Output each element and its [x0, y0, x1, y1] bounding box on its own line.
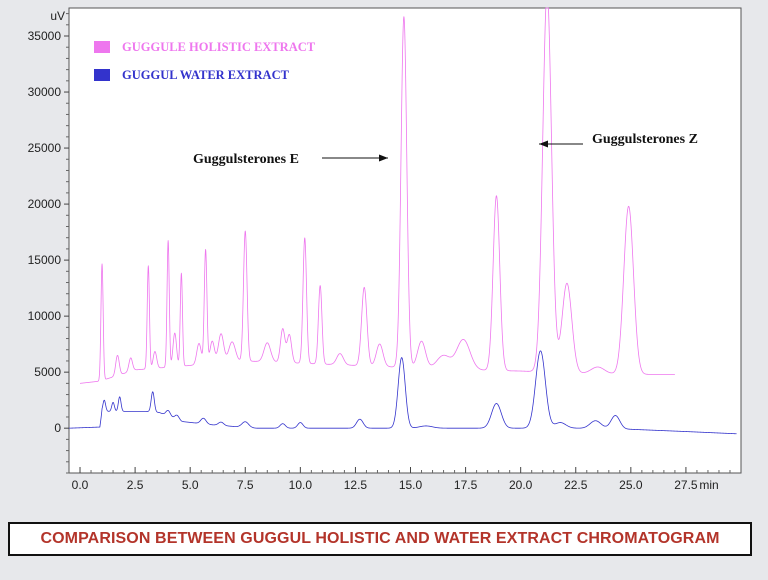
x-tick-label: 2.5	[127, 478, 144, 492]
x-tick-label: 12.5	[344, 478, 368, 492]
y-tick-label: 25000	[28, 141, 62, 155]
legend-swatch-holistic	[94, 41, 110, 53]
series-line-1	[68, 350, 737, 435]
x-tick-label: 22.5	[564, 478, 588, 492]
legend-label-water: GUGGUL WATER EXTRACT	[122, 68, 290, 82]
x-tick-label: 25.0	[619, 478, 643, 492]
y-tick-label: 35000	[28, 29, 62, 43]
x-axis-unit: min	[699, 478, 718, 492]
y-tick-label: 10000	[28, 309, 62, 323]
y-axis-unit: uV	[50, 9, 65, 23]
annotations: Guggulsterones E Guggulsterones Z	[193, 132, 698, 167]
y-tick-label: 0	[54, 421, 61, 435]
x-tick-label: 5.0	[182, 478, 199, 492]
y-tick-label: 20000	[28, 197, 62, 211]
axes: 0 5000 10000 15000 20000 25000 30000 35000 uV 0.0…	[28, 9, 731, 492]
x-tick-label: 27.5	[674, 478, 698, 492]
x-tick-label: 10.0	[289, 478, 313, 492]
caption-box: COMPARISON BETWEEN GUGGUL HOLISTIC AND W…	[8, 522, 752, 556]
annotation-label-guggulsterone-z: Guggulsterones Z	[592, 132, 698, 147]
arrow-head-right-icon	[379, 154, 388, 162]
legend-swatch-water	[94, 69, 110, 81]
x-tick-label: 20.0	[509, 478, 533, 492]
y-tick-label: 30000	[28, 85, 62, 99]
legend: GUGGULE HOLISTIC EXTRACT GUGGUL WATER EX…	[94, 40, 316, 82]
caption-text: COMPARISON BETWEEN GUGGUL HOLISTIC AND W…	[40, 530, 720, 547]
y-tick-label: 5000	[34, 365, 61, 379]
arrow-head-left-icon	[539, 140, 548, 148]
x-tick-label: 0.0	[72, 478, 89, 492]
x-tick-label: 17.5	[454, 478, 478, 492]
x-tick-label: 15.0	[399, 478, 423, 492]
legend-label-holistic: GUGGULE HOLISTIC EXTRACT	[122, 40, 316, 54]
x-tick-label: 7.5	[237, 478, 254, 492]
series-layer	[68, 7, 737, 435]
y-tick-label: 15000	[28, 253, 62, 267]
plot-area	[68, 7, 742, 474]
chromatogram-chart: 0 5000 10000 15000 20000 25000 30000 35000 uV 0.0…	[28, 7, 742, 492]
annotation-label-guggulsterone-e: Guggulsterones E	[193, 152, 299, 167]
series-line-0	[79, 7, 676, 384]
